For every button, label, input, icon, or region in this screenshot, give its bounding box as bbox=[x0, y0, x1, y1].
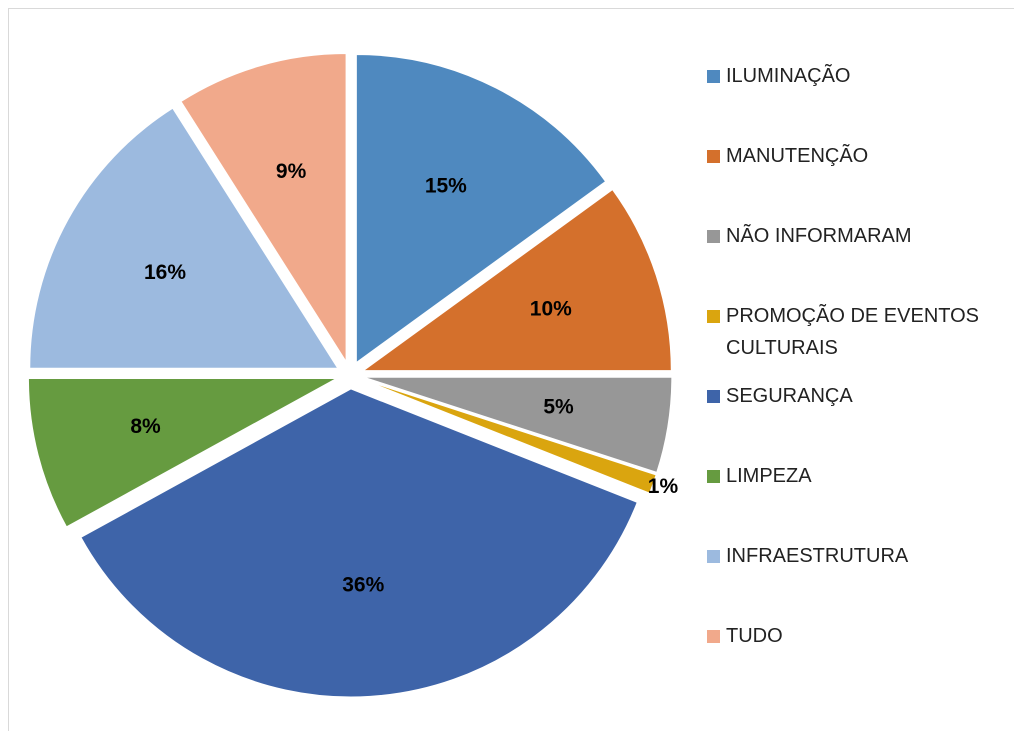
data-label: 15% bbox=[425, 174, 467, 197]
pie-slice bbox=[361, 188, 672, 372]
pie-slice bbox=[80, 388, 638, 698]
legend-swatch bbox=[707, 470, 720, 483]
legend-label: MANUTENÇÃO bbox=[726, 145, 869, 167]
legend-label: TUDO bbox=[726, 625, 783, 647]
legend-swatch bbox=[707, 390, 720, 403]
data-label: 8% bbox=[130, 415, 161, 438]
legend-label: INFRAESTRUTURA bbox=[726, 545, 909, 567]
legend-item: LIMPEZA bbox=[707, 460, 1007, 492]
legend-item: PROMOÇÃO DE EVENTOS CULTURAIS bbox=[707, 300, 1007, 364]
data-label: 1% bbox=[648, 475, 679, 498]
data-label: 5% bbox=[543, 396, 574, 419]
legend-item: TUDO bbox=[707, 620, 1007, 652]
legend-item: ILUMINAÇÃO bbox=[707, 60, 1007, 92]
data-label: 10% bbox=[530, 297, 572, 320]
data-label: 9% bbox=[276, 160, 307, 183]
pie-slice bbox=[180, 53, 347, 364]
legend-item: INFRAESTRUTURA bbox=[707, 540, 1007, 572]
legend-label: ILUMINAÇÃO bbox=[726, 65, 851, 87]
legend-swatch bbox=[707, 310, 720, 323]
legend-swatch bbox=[707, 150, 720, 163]
legend-swatch bbox=[707, 630, 720, 643]
chart-border bbox=[8, 8, 1014, 731]
data-label: 36% bbox=[342, 573, 384, 596]
legend-item: MANUTENÇÃO bbox=[707, 140, 1007, 172]
pie-slice bbox=[27, 377, 337, 528]
legend-swatch bbox=[707, 230, 720, 243]
pie-slice bbox=[29, 107, 339, 369]
legend-item: SEGURANÇA bbox=[707, 380, 1007, 412]
pie-slice bbox=[362, 379, 657, 494]
data-label: 16% bbox=[144, 261, 186, 284]
legend-label: LIMPEZA bbox=[726, 465, 812, 487]
legend-label: PROMOÇÃO DE EVENTOS CULTURAIS bbox=[726, 305, 980, 359]
legend-swatch bbox=[707, 70, 720, 83]
legend-label: SEGURANÇA bbox=[726, 385, 853, 407]
legend-label: NÃO INFORMARAM bbox=[726, 225, 912, 247]
pie-slice bbox=[363, 376, 673, 473]
pie-slice bbox=[355, 54, 607, 364]
legend-item: NÃO INFORMARAM bbox=[707, 220, 1007, 252]
legend-swatch bbox=[707, 550, 720, 563]
